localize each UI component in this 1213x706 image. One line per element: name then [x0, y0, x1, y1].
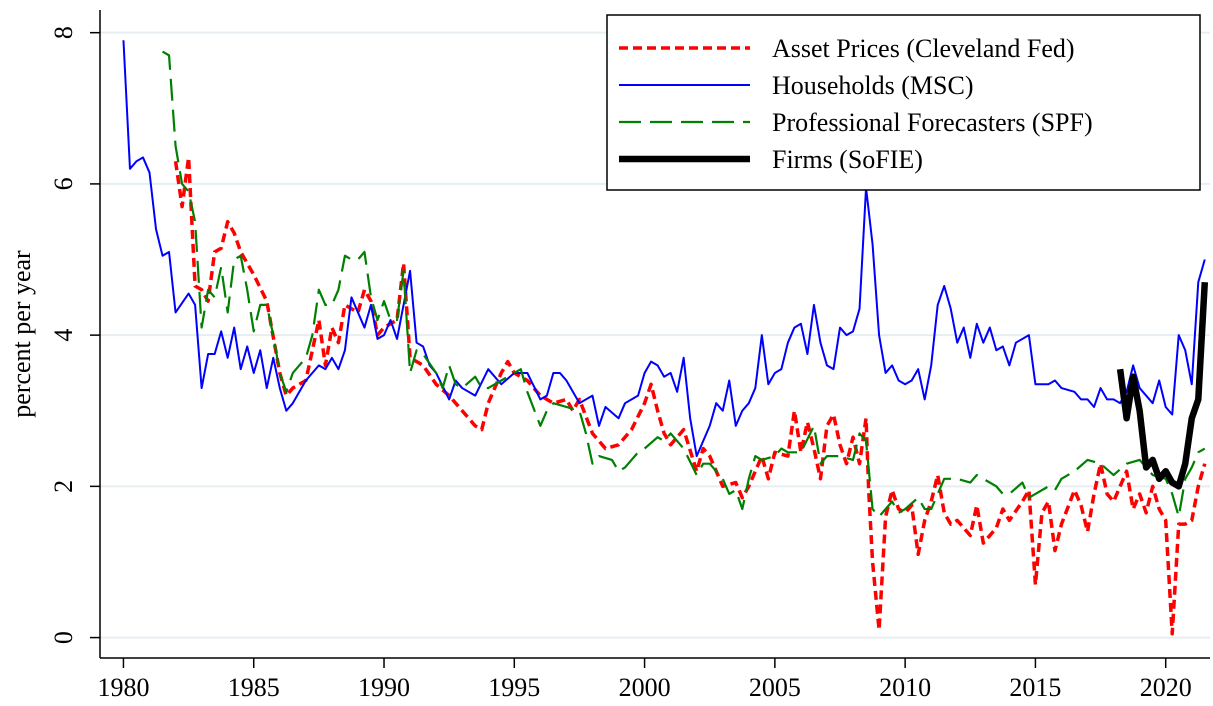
- x-tick-label: 2005: [749, 673, 801, 702]
- series-line: [161, 50, 1206, 518]
- y-axis-label: percent per year: [7, 250, 36, 418]
- y-tick-label: 0: [49, 631, 78, 644]
- y-tick-label: 8: [49, 26, 78, 39]
- x-tick-label: 1990: [358, 673, 410, 702]
- series-line: [122, 40, 1206, 458]
- x-tick-label: 2015: [1009, 673, 1061, 702]
- x-tick-label: 1985: [228, 673, 280, 702]
- series-line: [1116, 282, 1209, 490]
- legend-label: Households (MSC): [772, 71, 974, 100]
- plot-area: [122, 40, 1209, 636]
- x-tick-label: 1980: [97, 673, 149, 702]
- legend-label: Firms (SoFIE): [772, 145, 923, 174]
- axes: 0 2 4 6 8 1980 1985 1990 1995 2000 2005 2010 2015 202…: [49, 10, 1210, 702]
- y-tick-label: 6: [49, 177, 78, 190]
- y-tick-label: 4: [49, 329, 78, 342]
- y-tick-label: 2: [49, 480, 78, 493]
- legend-label: Asset Prices (Cleveland Fed): [772, 34, 1075, 63]
- x-tick-label: 2010: [879, 673, 931, 702]
- x-tick-label: 2020: [1140, 673, 1192, 702]
- legend: Asset Prices (Cleveland Fed) Households (…: [606, 14, 1201, 191]
- x-tick-label: 1995: [488, 673, 540, 702]
- series-line: [173, 155, 1207, 636]
- legend-label: Professional Forecasters (SPF): [772, 108, 1093, 137]
- x-tick-label: 2000: [619, 673, 671, 702]
